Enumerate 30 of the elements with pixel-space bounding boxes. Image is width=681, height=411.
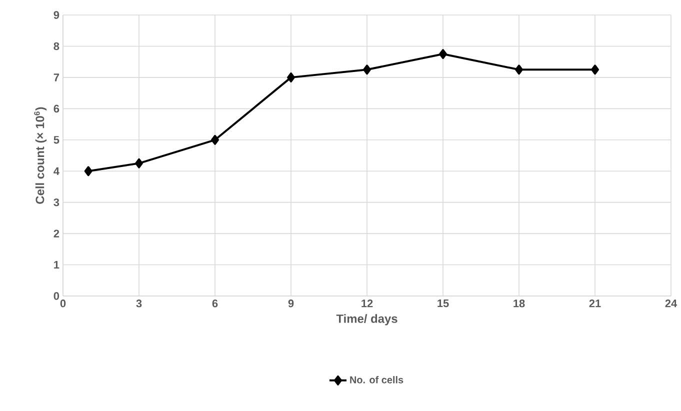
point bbox=[363, 64, 371, 75]
y-tick-label: 3 bbox=[54, 198, 60, 206]
x-tick-label: 0 bbox=[60, 300, 66, 308]
y-tick-label: 9 bbox=[54, 11, 60, 19]
y-tick-label: 2 bbox=[54, 230, 60, 238]
point bbox=[135, 158, 143, 168]
y-tick-label: 1 bbox=[54, 261, 60, 269]
x-tick-label: 9 bbox=[288, 300, 294, 308]
y-tick-label: 4 bbox=[54, 167, 60, 175]
x-tick-label: 12 bbox=[362, 300, 373, 308]
y-tick-label: 5 bbox=[54, 136, 60, 144]
x-axis-title: Time/ days bbox=[336, 314, 398, 326]
legend-label: No. of cells bbox=[350, 376, 404, 384]
x-tick-label: 6 bbox=[212, 300, 218, 308]
x-tick-label: 18 bbox=[514, 300, 525, 308]
y-tick-label: 0 bbox=[54, 292, 60, 300]
x-tick-label: 3 bbox=[136, 300, 142, 308]
point bbox=[211, 134, 219, 145]
x-tick-label: 21 bbox=[589, 300, 601, 308]
y-axis-title: Cell count (× 10$^{6}$) bbox=[34, 107, 47, 204]
point bbox=[84, 166, 92, 176]
point bbox=[591, 64, 599, 75]
y-tick-label: 6 bbox=[54, 104, 60, 113]
y-tick-label: 8 bbox=[54, 42, 60, 50]
point bbox=[287, 72, 295, 82]
x-tick-label: 15 bbox=[438, 300, 449, 308]
x-tick-label: 24 bbox=[665, 300, 678, 308]
point bbox=[515, 64, 523, 75]
point bbox=[439, 49, 447, 60]
y-tick-label: 7 bbox=[54, 74, 59, 82]
